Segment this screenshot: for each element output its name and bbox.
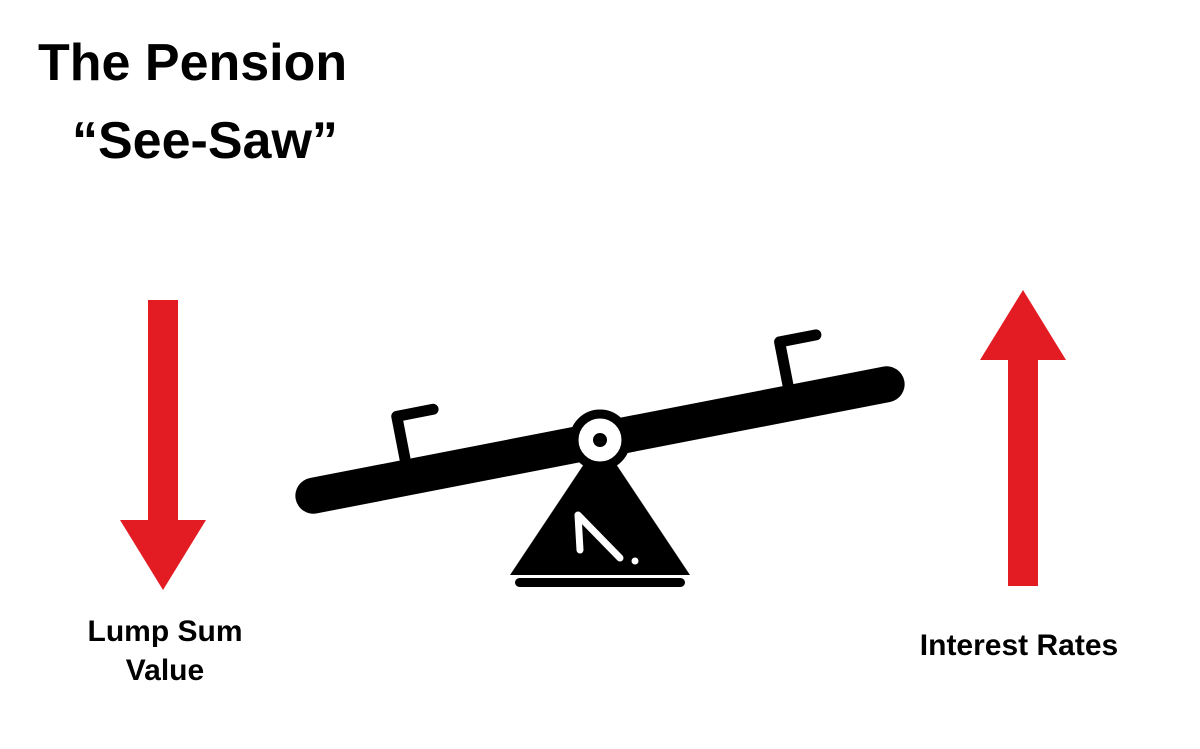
title-line-1: The Pension (38, 32, 347, 94)
seesaw-icon (280, 300, 920, 620)
title-line-2: “See-Saw” (72, 110, 338, 172)
up-arrow-icon (980, 290, 1066, 586)
interest-rates-label: Interest Rates (894, 626, 1144, 665)
lump-sum-value-label: Lump Sum Value (60, 612, 270, 690)
down-arrow-icon (120, 300, 206, 590)
